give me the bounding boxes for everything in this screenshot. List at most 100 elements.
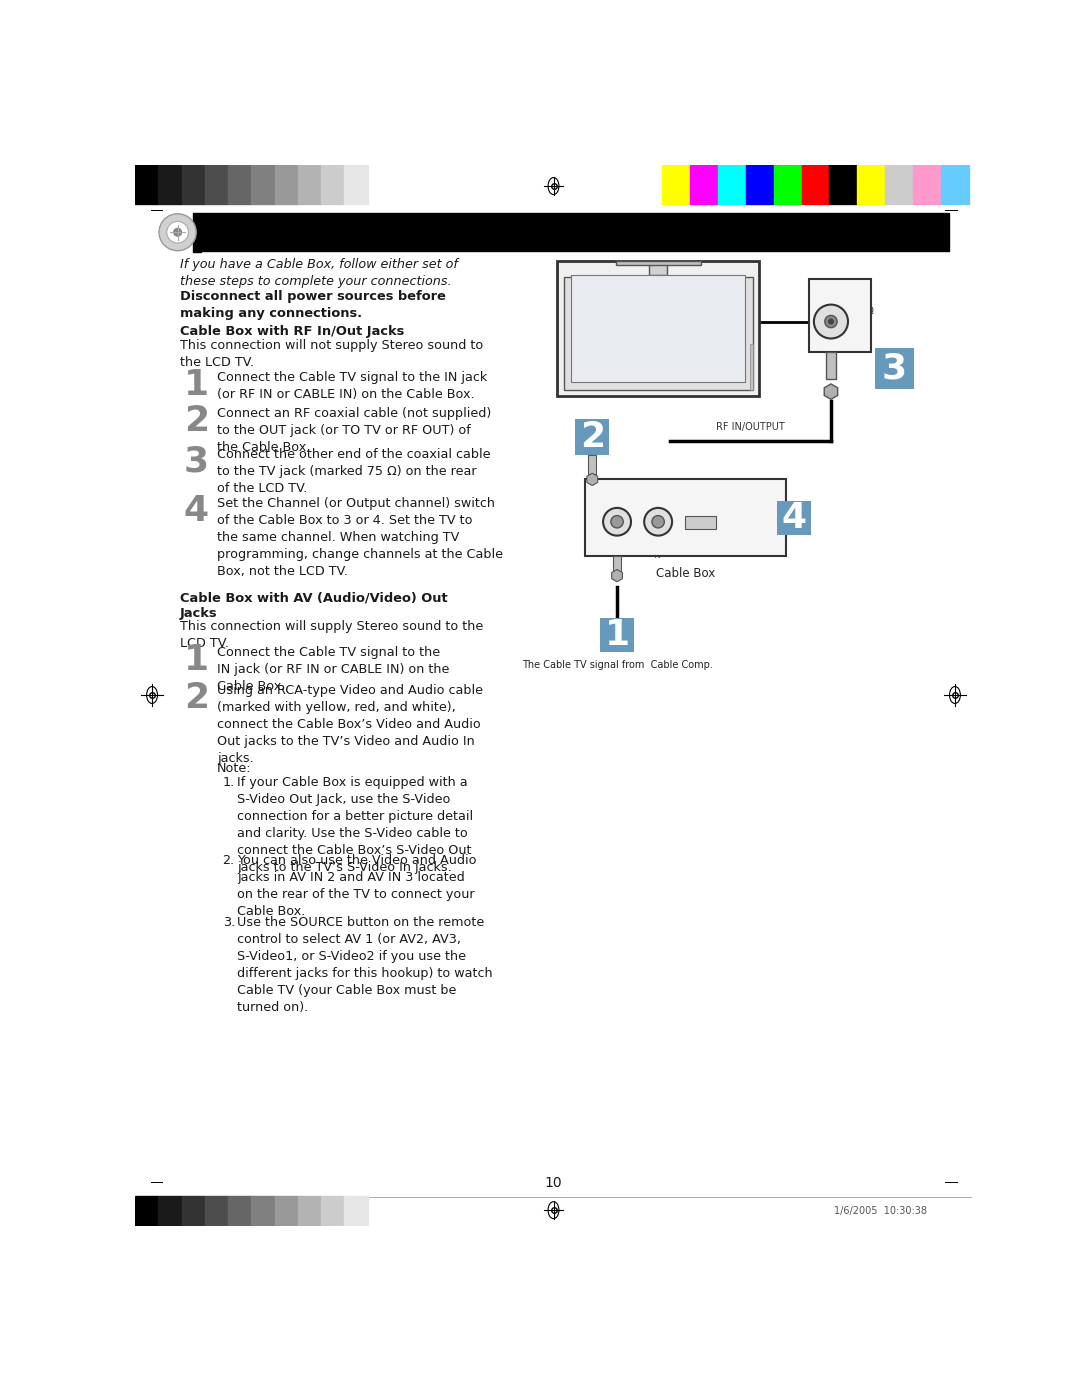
Bar xyxy=(584,479,786,556)
Bar xyxy=(589,454,596,474)
Text: You can also use the Video and Audio
jacks in AV IN 2 and AV IN 3 located
on the: You can also use the Video and Audio jac… xyxy=(238,854,476,918)
Text: Connect the Cable TV signal to the IN jack
(or RF IN or CABLE IN) on the Cable B: Connect the Cable TV signal to the IN ja… xyxy=(217,370,487,401)
Bar xyxy=(274,1197,298,1226)
Text: 3.: 3. xyxy=(222,916,234,929)
Text: This connection will supply Stereo sound to the
LCD TV.: This connection will supply Stereo sound… xyxy=(180,620,483,650)
Text: Set the Channel (or Output channel) switch
of the Cable Box to 3 or 4. Set the T: Set the Channel (or Output channel) swit… xyxy=(217,497,503,578)
Bar xyxy=(571,274,745,383)
Bar xyxy=(321,165,345,204)
Text: Use the SOURCE button on the remote
control to select AV 1 (or AV2, AV3,
S-Video: Use the SOURCE button on the remote cont… xyxy=(238,916,492,1013)
Bar xyxy=(557,262,759,397)
Bar xyxy=(941,165,969,204)
Bar xyxy=(345,165,367,204)
Circle shape xyxy=(828,319,834,324)
Bar xyxy=(745,165,773,204)
Text: CH 3
CH 4: CH 3 CH 4 xyxy=(692,512,710,525)
Bar xyxy=(600,618,634,651)
Circle shape xyxy=(611,515,623,527)
Text: Cable Box with RF In/Out Jacks: Cable Box with RF In/Out Jacks xyxy=(180,325,404,339)
Circle shape xyxy=(159,213,197,251)
Bar xyxy=(649,262,667,275)
Bar xyxy=(298,1197,321,1226)
Text: Connect an RF coaxial cable (not supplied)
to the OUT jack (or TO TV or RF OUT) : Connect an RF coaxial cable (not supplie… xyxy=(217,408,491,454)
Bar xyxy=(274,165,298,204)
Bar xyxy=(205,165,228,204)
Bar xyxy=(345,1197,367,1226)
Bar xyxy=(826,353,836,379)
Text: 2.: 2. xyxy=(222,854,234,868)
Text: 1: 1 xyxy=(605,618,630,651)
Text: CABLE
IN: CABLE IN xyxy=(605,541,630,559)
Bar xyxy=(690,165,718,204)
Text: If you have a Cable Box, follow either set of
these steps to complete your conne: If you have a Cable Box, follow either s… xyxy=(180,257,458,288)
Bar xyxy=(205,1197,228,1226)
Text: 4: 4 xyxy=(184,494,208,527)
Circle shape xyxy=(644,508,672,536)
Bar xyxy=(181,165,205,204)
Bar xyxy=(913,165,941,204)
Bar xyxy=(875,348,914,388)
Bar xyxy=(858,165,886,204)
Text: Cable Box Connections: Cable Box Connections xyxy=(383,216,724,241)
Text: 4: 4 xyxy=(781,501,807,534)
Bar xyxy=(576,420,609,454)
Bar xyxy=(613,556,621,571)
Text: 3: 3 xyxy=(882,351,907,386)
Text: 2: 2 xyxy=(184,403,208,438)
Bar xyxy=(201,213,948,252)
Bar xyxy=(181,1197,205,1226)
Bar xyxy=(616,262,701,266)
Bar xyxy=(777,501,811,534)
Bar xyxy=(750,344,753,390)
Text: Connect the other end of the coaxial cable
to the TV jack (marked 75 Ω) on the r: Connect the other end of the coaxial cab… xyxy=(217,448,490,494)
Bar xyxy=(886,165,913,204)
Bar xyxy=(159,1197,181,1226)
Text: 3+: 3+ xyxy=(696,526,706,532)
Bar xyxy=(252,1197,274,1226)
Text: 1: 1 xyxy=(184,643,208,676)
Bar xyxy=(564,277,753,390)
Bar xyxy=(298,165,321,204)
Bar xyxy=(135,165,159,204)
FancyBboxPatch shape xyxy=(193,213,201,252)
Circle shape xyxy=(603,508,631,536)
Text: Cable Box with AV (Audio/Video) Out
Jacks: Cable Box with AV (Audio/Video) Out Jack… xyxy=(180,591,447,620)
Circle shape xyxy=(174,229,181,235)
Bar xyxy=(159,165,181,204)
Bar xyxy=(252,165,274,204)
Bar xyxy=(135,1197,159,1226)
Bar xyxy=(773,165,801,204)
Bar xyxy=(228,165,252,204)
Circle shape xyxy=(814,304,848,339)
Text: This connection will not supply Stereo sound to
the LCD TV.: This connection will not supply Stereo s… xyxy=(180,339,483,369)
Text: 2: 2 xyxy=(580,420,605,454)
Text: 1: 1 xyxy=(184,368,208,402)
Text: Note:: Note: xyxy=(217,761,252,775)
Text: TO
TV: TO TV xyxy=(653,541,663,559)
Text: RF IN/OUTPUT: RF IN/OUTPUT xyxy=(716,423,785,432)
Bar xyxy=(662,165,690,204)
Bar xyxy=(829,165,858,204)
Text: If your Cable Box is equipped with a
S-Video Out Jack, use the S-Video
connectio: If your Cable Box is equipped with a S-V… xyxy=(238,775,473,874)
Circle shape xyxy=(166,222,189,242)
Bar xyxy=(685,515,716,529)
Circle shape xyxy=(652,515,664,527)
Bar xyxy=(801,165,829,204)
Text: 2: 2 xyxy=(184,682,208,715)
Bar xyxy=(321,1197,345,1226)
Text: 1.: 1. xyxy=(222,775,234,789)
Text: 75Ω
L
┐: 75Ω L ┐ xyxy=(854,306,874,337)
Circle shape xyxy=(825,315,837,328)
Text: Connect the Cable TV signal to the
IN jack (or RF IN or CABLE IN) on the
Cable B: Connect the Cable TV signal to the IN ja… xyxy=(217,646,449,693)
Text: 1/6/2005  10:30:38: 1/6/2005 10:30:38 xyxy=(834,1206,927,1216)
Text: 3: 3 xyxy=(184,445,208,479)
Text: MAG-26_eng 0104.indd  10: MAG-26_eng 0104.indd 10 xyxy=(180,1205,312,1216)
Bar xyxy=(228,1197,252,1226)
Bar xyxy=(809,280,872,353)
Polygon shape xyxy=(197,216,201,252)
Text: The Cable TV signal from  Cable Comp.: The Cable TV signal from Cable Comp. xyxy=(522,661,713,671)
Text: Cable Box: Cable Box xyxy=(656,567,715,580)
Text: 10: 10 xyxy=(544,1176,563,1190)
Bar xyxy=(718,165,745,204)
Text: Using an RCA-type Video and Audio cable
(marked with yellow, red, and white),
co: Using an RCA-type Video and Audio cable … xyxy=(217,684,483,766)
